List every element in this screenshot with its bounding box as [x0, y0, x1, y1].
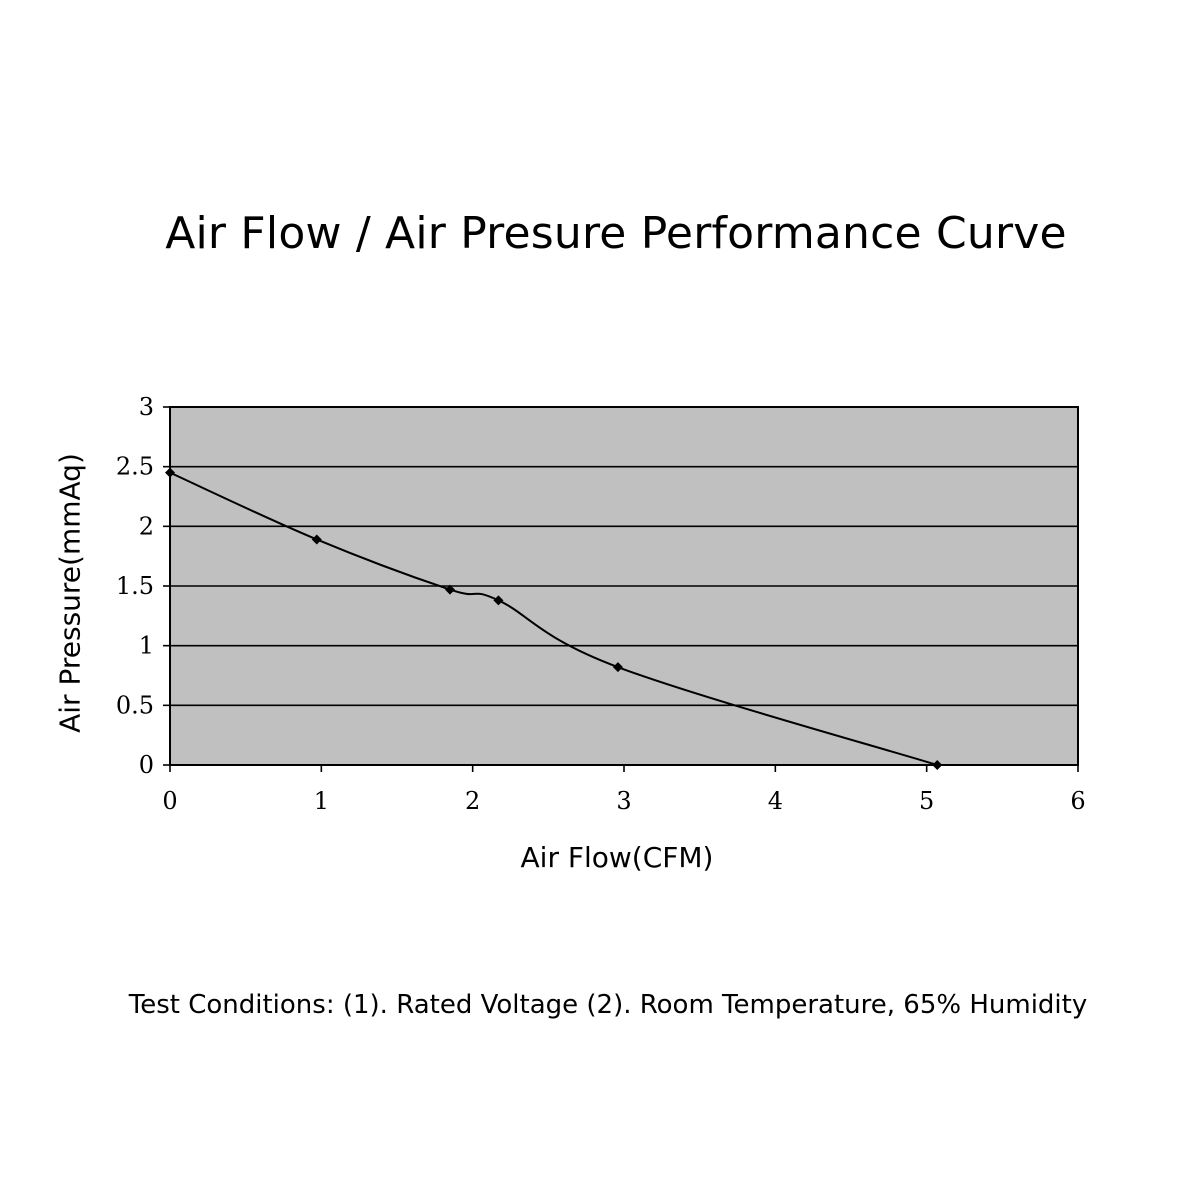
y-tick-label-3: 3	[139, 393, 154, 421]
x-tick-label-3: 3	[616, 787, 631, 815]
data-point-1	[311, 534, 322, 545]
y-tick-label-1.5: 1.5	[116, 572, 154, 600]
x-tick-label-2: 2	[465, 787, 480, 815]
series-line-0	[169, 471, 938, 766]
data-point-5	[932, 760, 943, 770]
y-tick-label-0: 0	[139, 751, 154, 779]
chart-title: Air Flow / Air Presure Performance Curve	[165, 208, 1067, 259]
data-point-2	[444, 584, 455, 595]
y-tick-label-2: 2	[139, 512, 154, 540]
y-tick-label-1: 1	[139, 632, 154, 660]
x-tick-label-4: 4	[768, 787, 783, 815]
data-point-0	[165, 467, 175, 478]
y-tick-label-2.5: 2.5	[116, 453, 154, 481]
data-point-4	[612, 662, 623, 673]
x-tick-label-6: 6	[1070, 787, 1085, 815]
x-axis-label: Air Flow(CFM)	[520, 841, 714, 874]
x-tick-label-1: 1	[314, 787, 329, 815]
y-tick-label-0.5: 0.5	[116, 691, 154, 719]
x-tick-label-5: 5	[919, 787, 934, 815]
test-conditions-note: Test Conditions: (1). Rated Voltage (2).…	[128, 990, 1088, 1020]
y-axis-label: Air Pressure(mmAq)	[53, 453, 87, 733]
data-point-3	[493, 595, 504, 606]
x-tick-label-0: 0	[162, 787, 177, 815]
